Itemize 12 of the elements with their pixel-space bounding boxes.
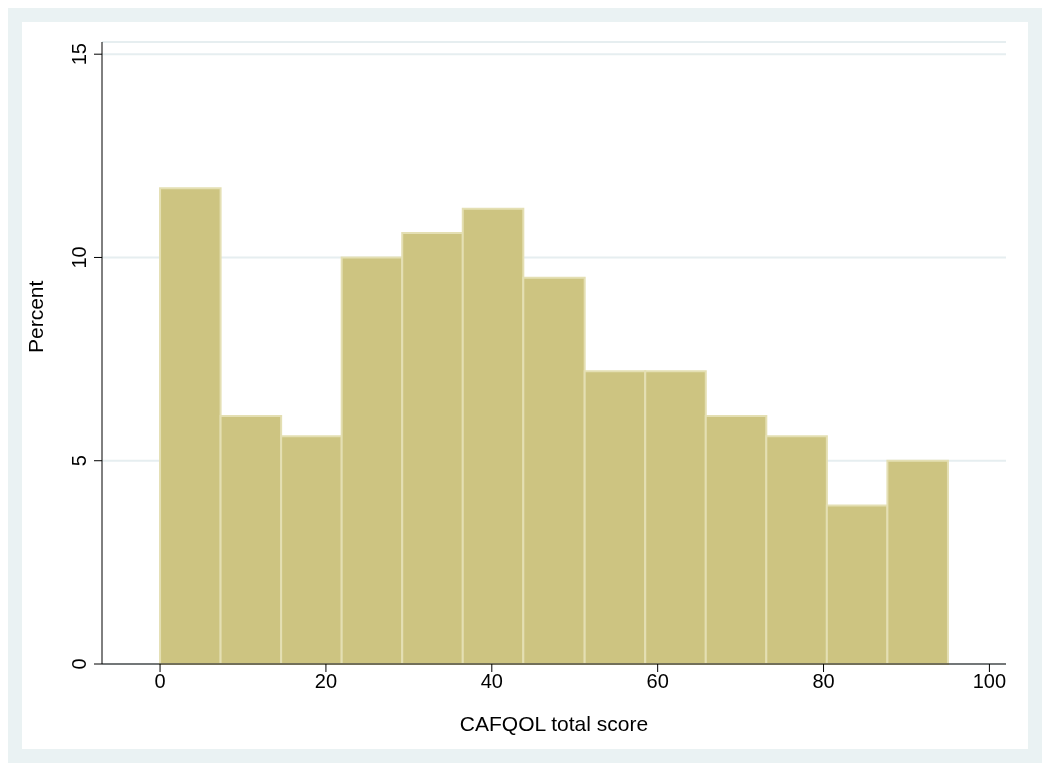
- x-tick-label: 60: [646, 670, 669, 693]
- y-tick-label: 10: [68, 246, 90, 269]
- y-axis-title: Percent: [24, 280, 48, 353]
- x-tick-label: 80: [812, 670, 835, 693]
- x-tick-label: 20: [314, 670, 338, 693]
- x-tick-label: 40: [480, 670, 503, 693]
- y-tick-label: 15: [68, 43, 90, 66]
- x-tick-label: 0: [154, 670, 166, 693]
- x-tick-label: 100: [972, 670, 1007, 693]
- y-tick-label: 5: [68, 455, 90, 467]
- x-axis-title: CAFQOL total score: [459, 712, 649, 735]
- y-tick-label: 0: [68, 658, 90, 670]
